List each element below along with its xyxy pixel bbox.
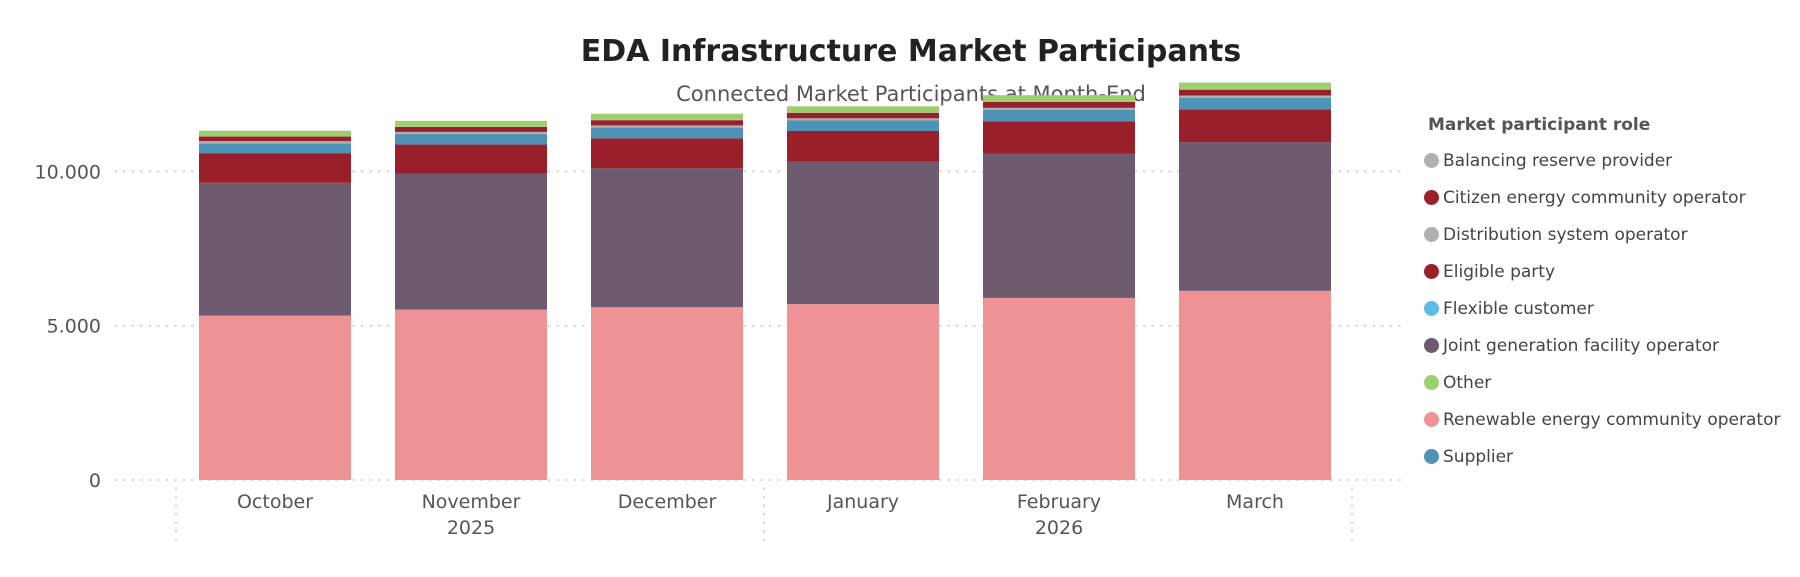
bar-segment xyxy=(1179,97,1331,110)
legend-item[interactable]: Flexible customer xyxy=(1424,290,1780,327)
bar-segment xyxy=(199,136,351,142)
legend-swatch xyxy=(1424,338,1439,353)
bar-segment xyxy=(591,307,743,480)
stacked-bar-chart: 0 5.000 10.000 October November December Janua… xyxy=(35,82,1406,541)
x-year-label: 2026 xyxy=(1035,517,1083,539)
legend-label: Joint generation facility operator xyxy=(1443,335,1720,356)
bar-segment xyxy=(1179,142,1331,291)
bar-segment xyxy=(983,107,1135,110)
bar-segment xyxy=(395,126,547,132)
legend-swatch xyxy=(1424,301,1439,316)
bar-segment xyxy=(1179,290,1331,480)
legend-label: Flexible customer xyxy=(1443,298,1594,319)
bar-segment xyxy=(787,120,939,131)
legend-label: Balancing reserve provider xyxy=(1443,150,1673,171)
bar-segment xyxy=(787,106,939,113)
legend-item[interactable]: Eligible party xyxy=(1424,253,1780,290)
bar-segment xyxy=(591,120,743,126)
x-tick-label: January xyxy=(826,491,899,513)
bar-segment xyxy=(395,309,547,480)
legend-item[interactable]: Balancing reserve provider xyxy=(1424,142,1780,179)
legend-title: Market participant role xyxy=(1428,115,1651,135)
x-tick-label: October xyxy=(237,491,313,513)
x-tick-label: December xyxy=(618,491,717,513)
legend: Market participant role Balancing reserv… xyxy=(1424,115,1780,475)
y-tick-label: 0 xyxy=(89,470,101,492)
bar-segment xyxy=(591,127,743,139)
legend-label: Supplier xyxy=(1443,446,1514,467)
legend-item[interactable]: Renewable energy community operator xyxy=(1424,401,1780,438)
bar-segment xyxy=(787,118,939,121)
bar-segment xyxy=(787,161,939,305)
legend-label: Citizen energy community operator xyxy=(1443,187,1746,208)
bar-segment xyxy=(395,120,547,127)
legend-item[interactable]: Joint generation facility operator xyxy=(1424,327,1780,364)
legend-swatch xyxy=(1424,375,1439,390)
bar-segment xyxy=(591,138,743,169)
bar-segment xyxy=(1179,82,1331,90)
bar-segment xyxy=(983,297,1135,480)
legend-swatch xyxy=(1424,190,1439,205)
x-tick-label: February xyxy=(1017,491,1101,513)
bar-segment xyxy=(591,125,743,128)
bar-segment xyxy=(395,134,547,145)
bar-segment xyxy=(787,304,939,480)
legend-swatch xyxy=(1424,264,1439,279)
legend-swatch xyxy=(1424,227,1439,242)
bar-segment xyxy=(395,173,547,310)
x-year-label: 2025 xyxy=(447,517,495,539)
bar-segment xyxy=(1179,95,1331,98)
legend-item[interactable]: Citizen energy community operator xyxy=(1424,179,1780,216)
x-tick-label: March xyxy=(1226,491,1284,513)
legend-swatch xyxy=(1424,449,1439,464)
legend-items: Balancing reserve provider Citizen energy… xyxy=(1424,142,1780,475)
bar-segment xyxy=(983,153,1135,298)
bar-segment xyxy=(787,130,939,162)
bar-segment xyxy=(591,113,743,120)
bar-segment xyxy=(199,153,351,183)
legend-item[interactable]: Distribution system operator xyxy=(1424,216,1780,253)
bar-segment xyxy=(983,95,1135,102)
legend-label: Other xyxy=(1443,372,1492,393)
bar-segment xyxy=(199,141,351,144)
bar-segment xyxy=(983,101,1135,108)
bar-segment xyxy=(395,131,547,135)
legend-label: Renewable energy community operator xyxy=(1443,409,1781,430)
x-tick-label: November xyxy=(422,491,521,513)
legend-label: Eligible party xyxy=(1443,261,1556,282)
legend-item[interactable]: Supplier xyxy=(1424,438,1780,475)
bar-segment xyxy=(199,315,351,480)
chart-title: EDA Infrastructure Market Participants xyxy=(580,34,1242,69)
y-tick-label: 10.000 xyxy=(35,161,101,183)
bar-segment xyxy=(1179,109,1331,143)
legend-label: Distribution system operator xyxy=(1443,224,1688,245)
bar-segment xyxy=(787,112,939,119)
bar-segment xyxy=(1179,89,1331,96)
y-tick-label: 5.000 xyxy=(47,316,101,338)
bar-segment xyxy=(199,130,351,137)
bar-segment xyxy=(199,143,351,154)
bar-segment xyxy=(983,121,1135,154)
bar-segment xyxy=(199,182,351,316)
bar-segment xyxy=(591,168,743,308)
legend-swatch xyxy=(1424,153,1439,168)
legend-swatch xyxy=(1424,412,1439,427)
legend-item[interactable]: Other xyxy=(1424,364,1780,401)
bar-segment xyxy=(983,109,1135,122)
bar-segment xyxy=(395,144,547,174)
